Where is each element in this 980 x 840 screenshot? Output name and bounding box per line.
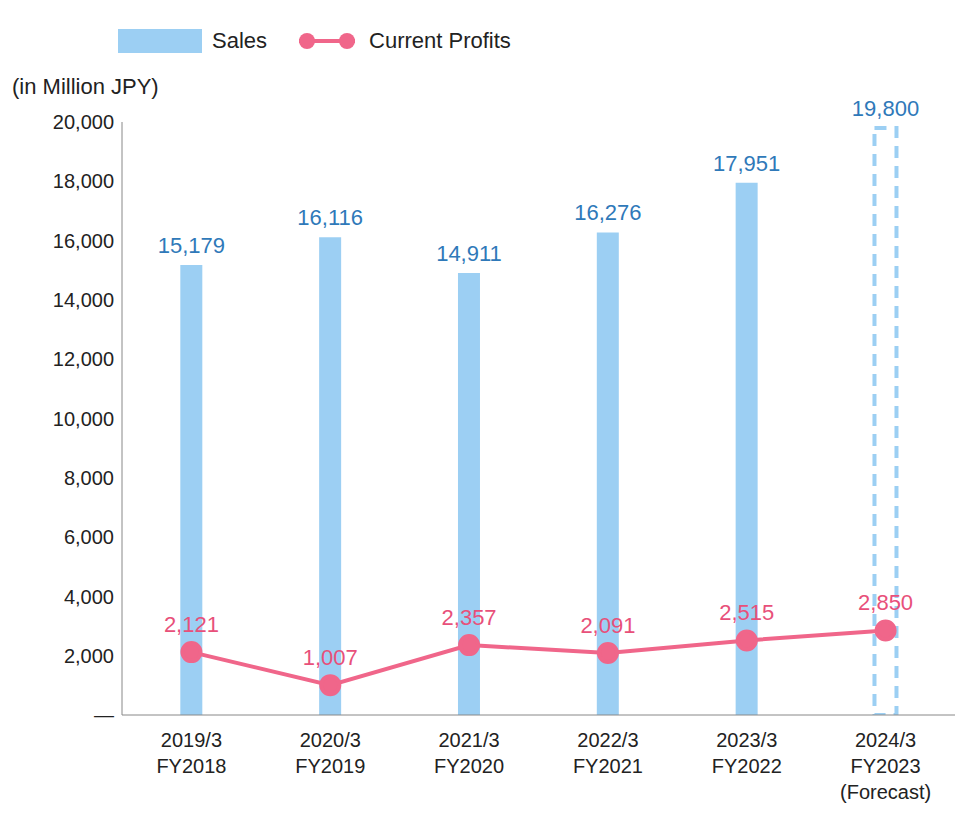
svg-text:16,116: 16,116 [297, 205, 363, 230]
svg-text:2,515: 2,515 [719, 600, 774, 625]
svg-text:14,911: 14,911 [436, 241, 502, 266]
svg-text:15,179: 15,179 [158, 233, 225, 258]
svg-text:2019/3FY2018: 2019/3FY2018 [156, 729, 226, 777]
svg-text:12,000: 12,000 [53, 348, 114, 370]
svg-text:2,091: 2,091 [580, 613, 635, 638]
svg-text:8,000: 8,000 [64, 467, 114, 489]
svg-text:2,000: 2,000 [64, 645, 114, 667]
svg-text:14,000: 14,000 [53, 289, 114, 311]
svg-text:2,357: 2,357 [442, 605, 497, 630]
svg-text:10,000: 10,000 [53, 408, 114, 430]
svg-text:—: — [94, 704, 114, 726]
svg-text:2022/3FY2021: 2022/3FY2021 [573, 729, 643, 777]
svg-text:19,800: 19,800 [852, 96, 919, 121]
svg-text:2020/3FY2019: 2020/3FY2019 [295, 729, 365, 777]
svg-text:4,000: 4,000 [64, 586, 114, 608]
svg-text:16,000: 16,000 [53, 230, 114, 252]
svg-text:16,276: 16,276 [574, 200, 641, 225]
svg-text:17,951: 17,951 [713, 151, 780, 176]
svg-text:2,850: 2,850 [858, 590, 913, 615]
svg-text:2,121: 2,121 [164, 612, 219, 637]
svg-text:1,007: 1,007 [303, 645, 358, 670]
svg-text:2021/3FY2020: 2021/3FY2020 [434, 729, 504, 777]
svg-text:2023/3FY2022: 2023/3FY2022 [712, 729, 782, 777]
svg-text:6,000: 6,000 [64, 526, 114, 548]
html-text:Sales: Sales [212, 28, 267, 53]
svg-text:2024/3FY2023(Forecast): 2024/3FY2023(Forecast) [840, 729, 931, 803]
svg-text:18,000: 18,000 [53, 170, 114, 192]
html-text:(in Million JPY): (in Million JPY) [12, 74, 159, 99]
svg-text:20,000: 20,000 [53, 111, 114, 133]
html-text:Current Profits: Current Profits [369, 28, 511, 53]
